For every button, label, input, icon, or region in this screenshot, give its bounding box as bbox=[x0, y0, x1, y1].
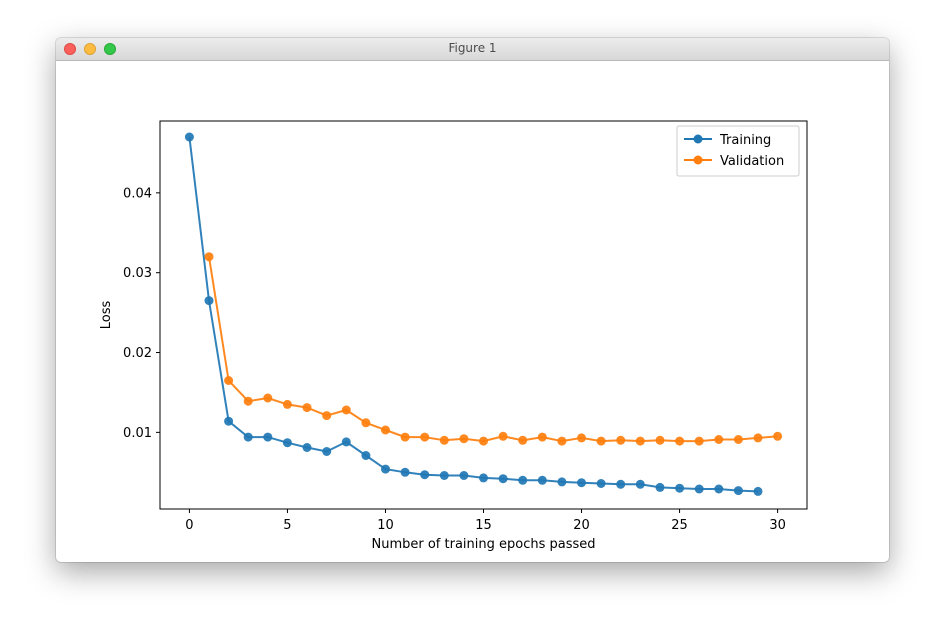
training-line bbox=[188, 136, 759, 493]
validation-point bbox=[675, 436, 685, 446]
x-tick-label: 15 bbox=[475, 518, 492, 533]
training-point bbox=[616, 479, 626, 489]
training-point bbox=[733, 486, 743, 496]
training-point bbox=[184, 132, 194, 142]
validation-point bbox=[498, 431, 508, 441]
training-point bbox=[518, 475, 528, 485]
validation-point bbox=[733, 435, 743, 444]
training-point bbox=[341, 437, 351, 447]
training-point bbox=[263, 432, 273, 442]
x-tick-label: 10 bbox=[377, 518, 394, 533]
validation-point bbox=[263, 393, 273, 403]
x-tick-label: 20 bbox=[573, 518, 590, 533]
validation-point bbox=[302, 403, 312, 413]
validation-point bbox=[616, 435, 626, 445]
training-point bbox=[381, 464, 390, 474]
training-point bbox=[753, 486, 763, 496]
plot-layer bbox=[184, 132, 783, 496]
training-point bbox=[204, 296, 214, 306]
legend: Training Validation bbox=[676, 125, 800, 177]
training-point bbox=[224, 416, 234, 426]
figure-window: Figure 1 0 5 10 15 20 25 30 0.01 0.02 0.03 0.04 Nu… bbox=[56, 38, 889, 562]
validation-point bbox=[322, 411, 332, 421]
legend-marker-training bbox=[693, 134, 703, 144]
window-title: Figure 1 bbox=[448, 41, 497, 55]
validation-point bbox=[420, 432, 430, 442]
y-tick-label: 0.01 bbox=[123, 426, 152, 441]
validation-point bbox=[361, 418, 371, 428]
training-point bbox=[714, 484, 724, 494]
training-point bbox=[498, 474, 508, 484]
training-point bbox=[655, 482, 665, 492]
training-point bbox=[635, 479, 645, 489]
training-point bbox=[361, 451, 371, 460]
training-point bbox=[439, 471, 449, 480]
y-tick-label: 0.03 bbox=[123, 266, 152, 281]
loss-chart: 0 5 10 15 20 25 30 0.01 0.02 0.03 0.04 Number of t… bbox=[99, 120, 808, 552]
legend-label-validation: Validation bbox=[720, 154, 784, 169]
validation-point bbox=[439, 435, 449, 445]
ticks-layer: 0 5 10 15 20 25 30 0.01 0.02 0.03 0.04 bbox=[123, 186, 786, 533]
y-tick-label: 0.04 bbox=[123, 186, 152, 201]
x-tick-label: 30 bbox=[769, 518, 786, 533]
validation-point bbox=[282, 399, 292, 409]
validation-point bbox=[577, 433, 586, 443]
legend-marker-validation bbox=[693, 155, 703, 165]
x-tick-label: 25 bbox=[671, 518, 688, 533]
training-point bbox=[302, 443, 312, 452]
validation-point bbox=[518, 435, 528, 445]
validation-point bbox=[655, 435, 665, 445]
validation-point bbox=[459, 434, 469, 444]
training-point bbox=[282, 438, 292, 448]
training-point bbox=[577, 478, 586, 488]
validation-line bbox=[208, 256, 778, 443]
training-point bbox=[694, 484, 704, 494]
x-tick-label: 0 bbox=[185, 518, 193, 533]
validation-point bbox=[714, 435, 724, 444]
y-tick-label: 0.02 bbox=[123, 346, 152, 361]
training-point bbox=[479, 473, 488, 483]
validation-point bbox=[381, 425, 390, 435]
legend-label-training: Training bbox=[719, 133, 771, 148]
validation-point bbox=[479, 436, 488, 446]
validation-point bbox=[557, 436, 567, 446]
validation-point bbox=[753, 433, 763, 443]
validation-point bbox=[537, 432, 547, 442]
validation-point bbox=[400, 432, 410, 442]
validation-point bbox=[224, 376, 234, 385]
validation-point bbox=[204, 252, 214, 262]
training-point bbox=[322, 447, 332, 456]
maximize-window-button[interactable] bbox=[104, 43, 116, 55]
validation-point bbox=[694, 436, 704, 446]
training-point bbox=[400, 467, 410, 477]
validation-point bbox=[243, 396, 253, 406]
training-point bbox=[459, 471, 469, 480]
training-point bbox=[596, 479, 606, 488]
training-point bbox=[420, 470, 430, 480]
validation-point bbox=[596, 436, 606, 446]
title-bar[interactable]: Figure 1 bbox=[56, 38, 889, 61]
training-point bbox=[243, 432, 253, 442]
validation-point bbox=[773, 431, 783, 441]
training-point bbox=[557, 477, 567, 487]
x-tick-label: 5 bbox=[283, 518, 291, 533]
axes-frame bbox=[159, 120, 808, 510]
training-point bbox=[675, 483, 685, 493]
minimize-window-button[interactable] bbox=[84, 43, 96, 55]
training-point bbox=[537, 475, 547, 485]
close-window-button[interactable] bbox=[64, 43, 76, 55]
validation-point bbox=[341, 405, 351, 415]
validation-point bbox=[635, 436, 645, 446]
y-axis-label: Loss bbox=[99, 301, 114, 330]
x-axis-label: Number of training epochs passed bbox=[371, 537, 595, 552]
